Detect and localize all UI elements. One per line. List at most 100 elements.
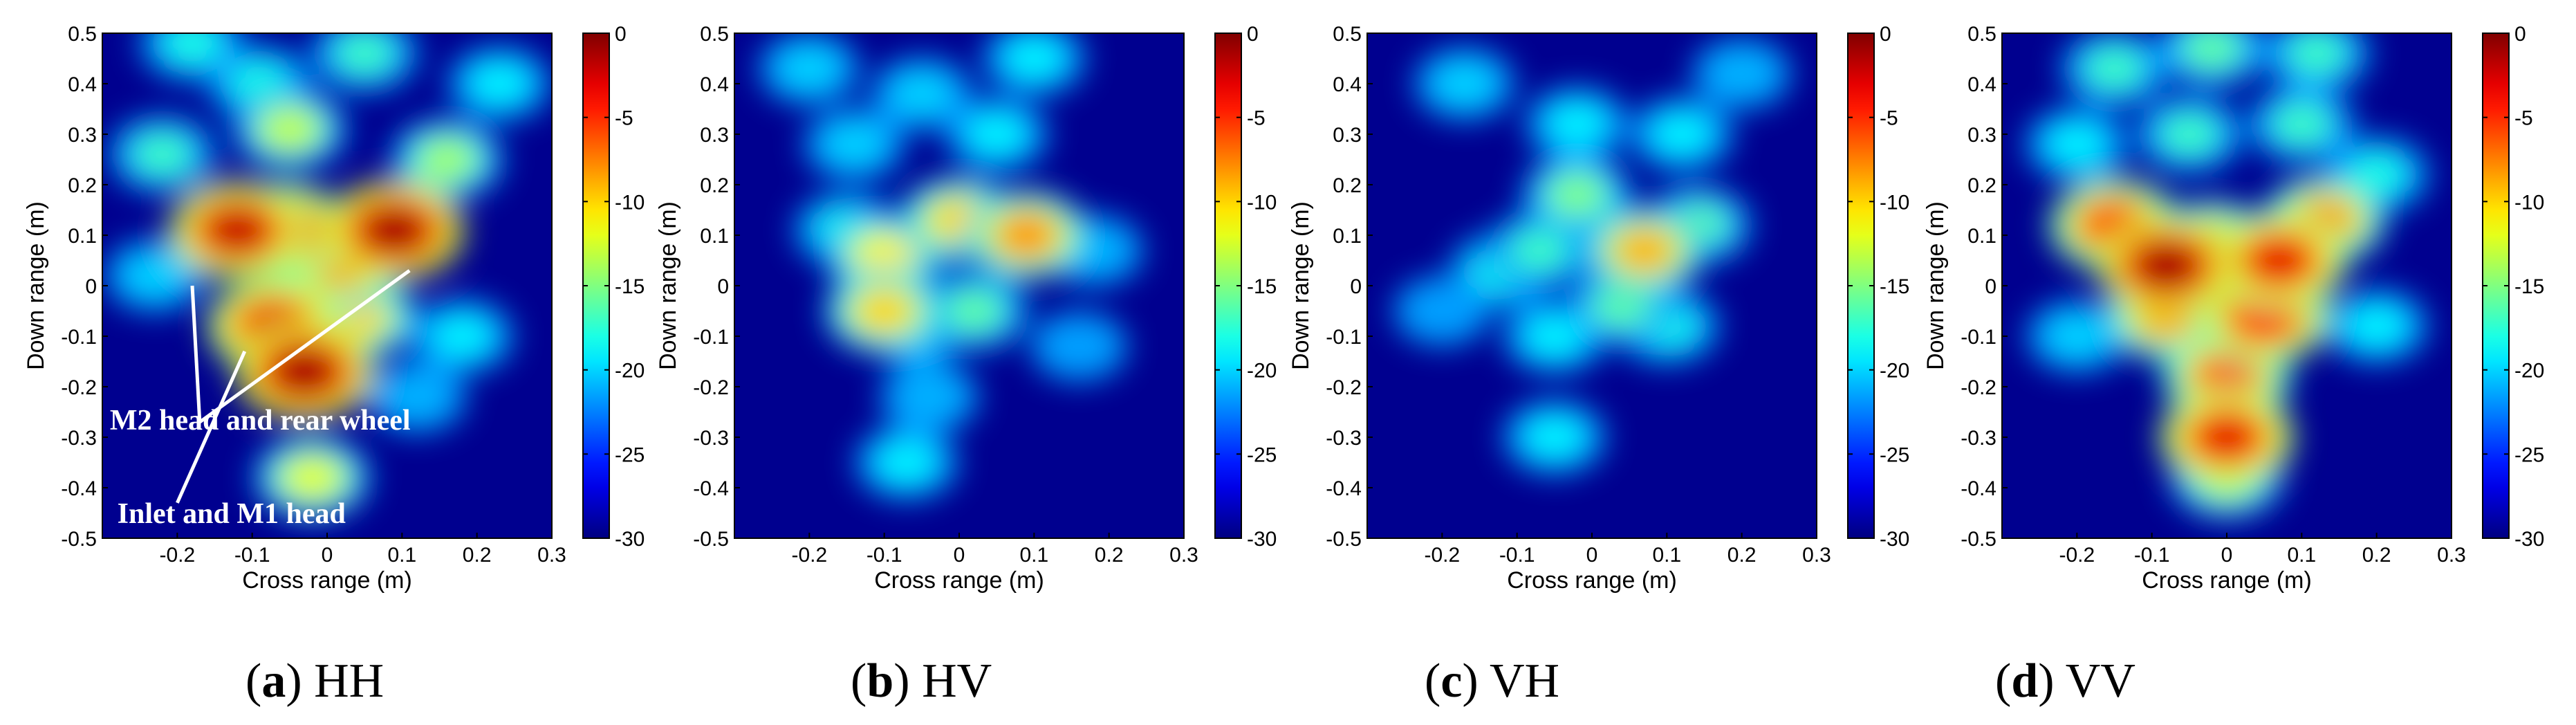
x-tick-label: 0.3 bbox=[537, 544, 566, 567]
y-axis-label: Down range (m) bbox=[23, 201, 49, 370]
y-tick-label: -0.1 bbox=[1326, 326, 1362, 349]
x-tick-label: -0.1 bbox=[234, 544, 270, 567]
colorbar-tick-label: -30 bbox=[1880, 528, 1909, 551]
heatmap-blob bbox=[1653, 113, 1710, 155]
heatmap-blob bbox=[2194, 414, 2259, 461]
annotation-pointer bbox=[190, 285, 202, 423]
heatmap-blob bbox=[901, 376, 957, 417]
colorbar-tick-label: -25 bbox=[2514, 443, 2544, 466]
heatmap-blob bbox=[1006, 38, 1063, 79]
x-tick-label: -0.2 bbox=[2059, 544, 2095, 567]
y-tick-label: -0.5 bbox=[1326, 528, 1362, 551]
y-tick-label: 0.5 bbox=[700, 23, 729, 46]
heatmap-blob bbox=[335, 33, 393, 75]
y-tick-label: -0.3 bbox=[693, 427, 729, 450]
x-tick-label: 0.3 bbox=[1802, 544, 1831, 567]
colorbar-tick-label: -30 bbox=[615, 528, 645, 551]
heatmap-blob bbox=[781, 48, 837, 89]
heatmap-blob bbox=[471, 63, 528, 104]
heatmap-blob bbox=[434, 315, 490, 357]
colorbar-tick-label: -10 bbox=[615, 191, 645, 214]
y-tick-label: 0.4 bbox=[700, 73, 729, 96]
y-tick-label: -0.5 bbox=[693, 528, 729, 551]
annotation-label: Inlet and M1 head bbox=[118, 498, 346, 530]
y-tick-label: -0.3 bbox=[1961, 427, 1996, 450]
heatmap-blob bbox=[826, 124, 882, 165]
x-axis-label: Cross range (m) bbox=[874, 567, 1044, 594]
y-tick-label: 0.2 bbox=[700, 174, 729, 197]
y-tick-label: -0.4 bbox=[1326, 477, 1362, 500]
heatmap-blob bbox=[204, 206, 270, 254]
heatmap-blob bbox=[271, 347, 338, 396]
x-tick-label: 0 bbox=[2221, 544, 2233, 567]
heatmap-blob bbox=[1593, 284, 1651, 327]
y-tick-label: 0.1 bbox=[68, 225, 97, 248]
heatmap-blob bbox=[2048, 124, 2106, 165]
colorbar-tick-label: -5 bbox=[615, 107, 633, 130]
y-axis-label: Down range (m) bbox=[1922, 201, 1949, 370]
x-tick-label: 0.2 bbox=[1727, 544, 1757, 567]
y-tick-label: 0.4 bbox=[1967, 73, 1996, 96]
colorbar-tick-label: -20 bbox=[1880, 360, 1909, 383]
heatmap-blob bbox=[995, 212, 1058, 258]
heatmap-blob bbox=[2195, 354, 2259, 400]
y-tick-label: -0.3 bbox=[61, 427, 97, 450]
heatmap-blob bbox=[2183, 33, 2241, 70]
heatmap-blob bbox=[1436, 63, 1493, 104]
y-tick-label: 0.1 bbox=[1967, 225, 1996, 248]
heatmap-blob bbox=[1613, 228, 1676, 273]
heatmap-blob bbox=[2048, 315, 2105, 357]
colorbar-tick-label: -25 bbox=[1247, 443, 1277, 466]
y-tick-label: -0.1 bbox=[61, 326, 97, 349]
y-tick-label: -0.1 bbox=[1961, 326, 1996, 349]
y-tick-label: -0.4 bbox=[1961, 477, 1996, 500]
caption-d: (d) VV bbox=[1995, 654, 2135, 708]
x-tick-label: 0 bbox=[1586, 544, 1598, 567]
colorbar-tick-label: -30 bbox=[2514, 528, 2544, 551]
y-tick-label: 0.2 bbox=[1333, 174, 1362, 197]
caption-c: (c) VH bbox=[1425, 654, 1560, 708]
colorbar-tick-label: -20 bbox=[615, 360, 645, 383]
colorbar-tick-label: -20 bbox=[1247, 360, 1277, 383]
y-tick-label: -0.2 bbox=[61, 376, 97, 399]
y-tick-label: -0.2 bbox=[1961, 376, 1996, 399]
y-tick-label: 0 bbox=[85, 275, 97, 298]
x-tick-label: 0.1 bbox=[387, 544, 416, 567]
x-tick-label: -0.2 bbox=[159, 544, 195, 567]
heatmap-blob bbox=[1051, 326, 1107, 367]
heatmap-blob bbox=[893, 73, 950, 114]
heatmap-blob bbox=[878, 442, 936, 483]
y-tick-label: 0.3 bbox=[68, 124, 97, 147]
x-tick-label: 0.2 bbox=[463, 544, 492, 567]
heatmap-blob bbox=[1510, 229, 1568, 271]
heatmap-blob bbox=[2085, 48, 2144, 90]
y-tick-label: 0.5 bbox=[1967, 23, 1996, 46]
y-tick-label: -0.2 bbox=[693, 376, 729, 399]
heatmap-blob bbox=[2133, 241, 2200, 290]
x-tick-label: 0.2 bbox=[1095, 544, 1124, 567]
heatmap-blob bbox=[163, 33, 221, 64]
colorbar-tick-label: 0 bbox=[1880, 23, 1891, 46]
colorbar-tick-label: -5 bbox=[1880, 107, 1898, 130]
heatmap-blob bbox=[1414, 291, 1470, 331]
heatmap-blob bbox=[945, 290, 1003, 332]
y-tick-label: 0.3 bbox=[700, 124, 729, 147]
heatmap-panel-1 bbox=[734, 33, 1184, 538]
heatmap-blob bbox=[968, 113, 1026, 155]
x-tick-label: -0.1 bbox=[1499, 544, 1535, 567]
heatmap-blob bbox=[853, 233, 915, 277]
x-tick-label: 0.1 bbox=[1652, 544, 1681, 567]
y-tick-label: 0 bbox=[717, 275, 729, 298]
x-tick-label: 0.2 bbox=[2362, 544, 2391, 567]
y-tick-label: 0.5 bbox=[68, 23, 97, 46]
x-tick-label: 0.1 bbox=[1019, 544, 1048, 567]
colorbar-tick-label: -15 bbox=[615, 275, 645, 298]
colorbar-tick-label: -25 bbox=[615, 443, 645, 466]
caption-b: (b) HV bbox=[851, 654, 992, 708]
colorbar-tick-label: -10 bbox=[1247, 191, 1277, 214]
heatmap-blob bbox=[2247, 237, 2312, 284]
colorbar-tick-label: -10 bbox=[2514, 191, 2544, 214]
heatmap-panel-0 bbox=[102, 33, 552, 538]
y-tick-label: 0.1 bbox=[700, 225, 729, 248]
y-tick-label: -0.2 bbox=[1326, 376, 1362, 399]
